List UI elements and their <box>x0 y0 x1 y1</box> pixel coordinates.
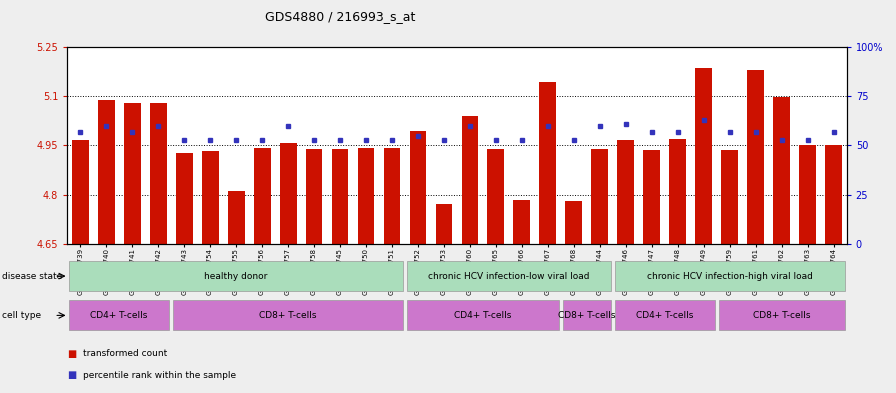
Bar <box>407 300 559 331</box>
Text: ■: ■ <box>67 349 76 359</box>
Text: GDS4880 / 216993_s_at: GDS4880 / 216993_s_at <box>265 10 416 23</box>
Bar <box>615 261 845 291</box>
Bar <box>407 261 611 291</box>
Text: healthy donor: healthy donor <box>204 272 268 281</box>
Text: chronic HCV infection-low viral load: chronic HCV infection-low viral load <box>428 272 590 281</box>
Bar <box>617 140 634 244</box>
Bar <box>383 148 401 244</box>
Bar <box>773 97 790 244</box>
Bar <box>539 82 556 244</box>
Bar <box>563 300 611 331</box>
Bar <box>98 100 115 244</box>
Bar <box>461 116 478 244</box>
Bar <box>228 191 245 244</box>
Bar <box>280 143 297 244</box>
Bar <box>669 139 686 244</box>
Bar <box>695 68 712 244</box>
Text: transformed count: transformed count <box>83 349 168 358</box>
Text: CD8+ T-cells: CD8+ T-cells <box>558 311 616 320</box>
Bar <box>202 151 219 244</box>
Bar <box>176 152 193 244</box>
Bar <box>719 300 845 331</box>
Bar <box>513 200 530 244</box>
Bar <box>69 300 169 331</box>
Bar <box>254 148 271 244</box>
Bar <box>332 149 349 244</box>
Bar <box>565 201 582 244</box>
Bar <box>721 151 738 244</box>
Bar <box>124 103 141 244</box>
Text: CD4+ T-cells: CD4+ T-cells <box>636 311 694 320</box>
Bar <box>615 300 715 331</box>
Bar <box>409 131 426 244</box>
Bar <box>747 70 764 244</box>
Bar <box>591 149 608 244</box>
Bar <box>306 149 323 244</box>
Text: percentile rank within the sample: percentile rank within the sample <box>83 371 237 380</box>
Bar <box>487 149 504 244</box>
Text: CD8+ T-cells: CD8+ T-cells <box>259 311 317 320</box>
Text: ■: ■ <box>67 370 76 380</box>
Bar <box>72 140 89 244</box>
Bar <box>435 204 452 244</box>
Text: CD4+ T-cells: CD4+ T-cells <box>90 311 148 320</box>
Bar <box>150 103 167 244</box>
Bar <box>69 261 403 291</box>
Text: disease state: disease state <box>2 272 62 281</box>
Bar <box>358 148 375 244</box>
Text: CD4+ T-cells: CD4+ T-cells <box>454 311 512 320</box>
Text: cell type: cell type <box>2 311 41 320</box>
Bar <box>173 300 403 331</box>
Text: CD8+ T-cells: CD8+ T-cells <box>753 311 811 320</box>
Bar <box>643 150 660 244</box>
Bar <box>825 145 842 244</box>
Text: chronic HCV infection-high viral load: chronic HCV infection-high viral load <box>647 272 813 281</box>
Bar <box>799 145 816 244</box>
